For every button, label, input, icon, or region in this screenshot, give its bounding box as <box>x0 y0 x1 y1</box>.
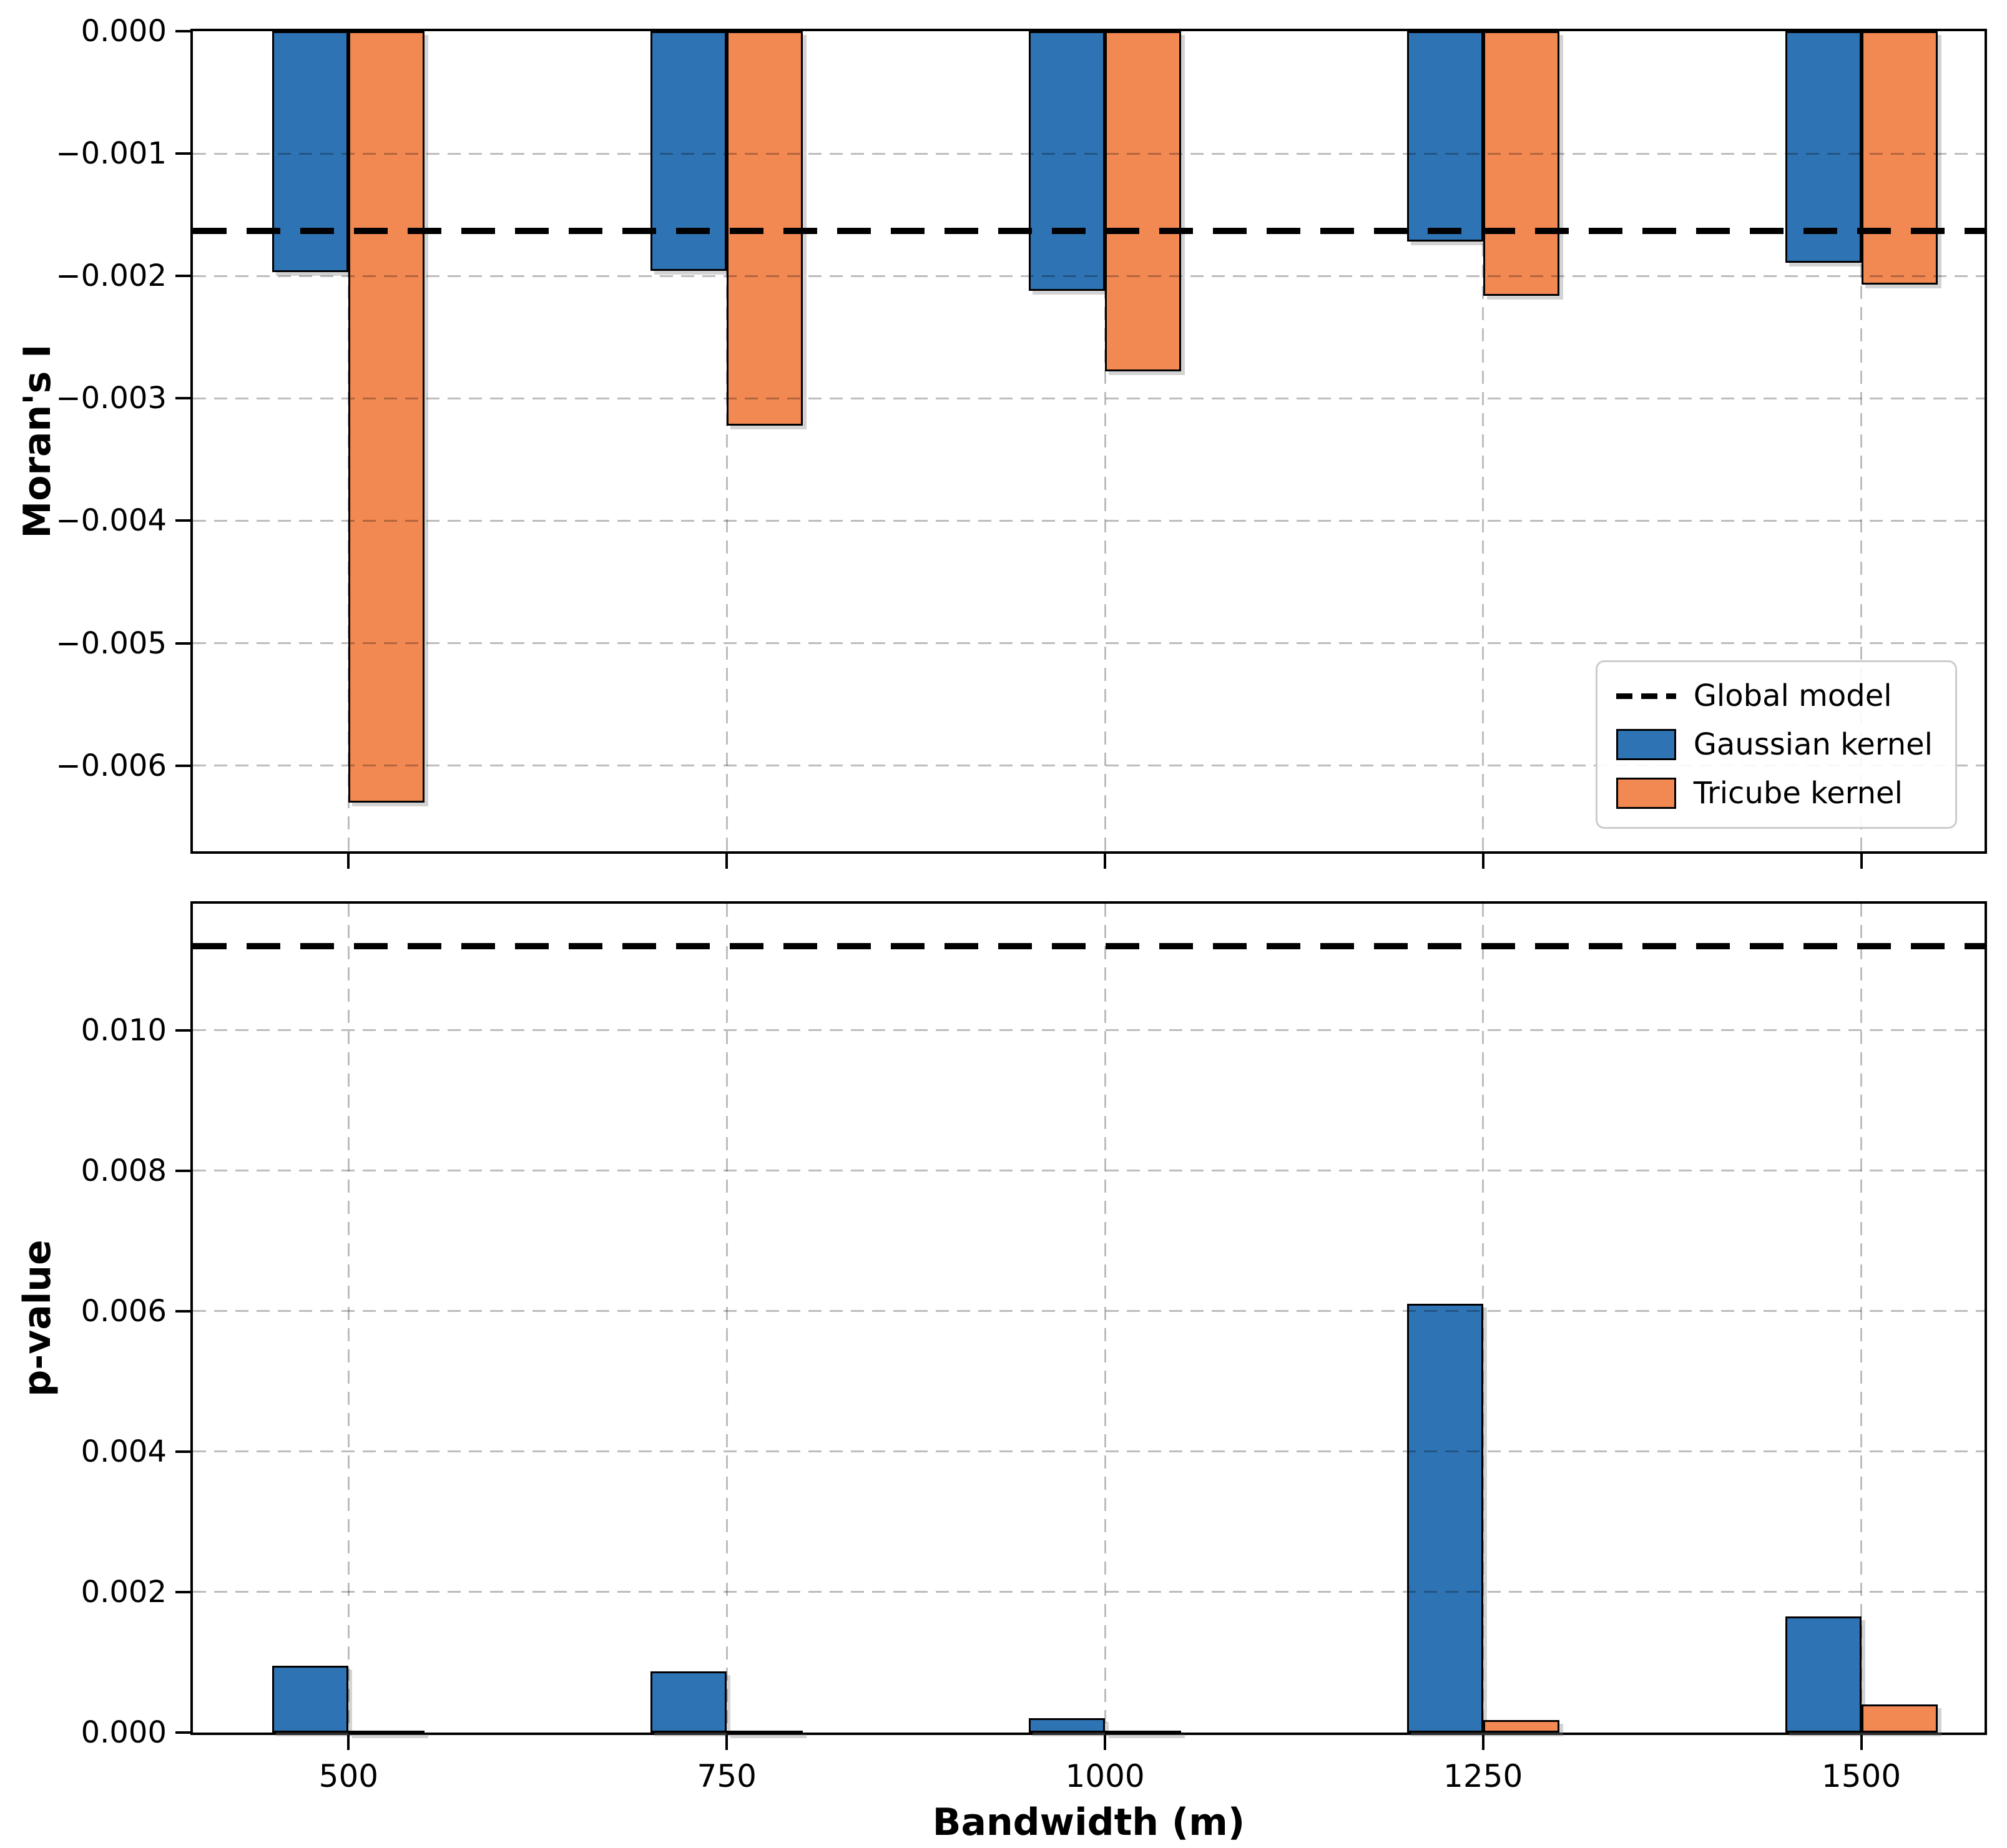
legend-item-global-model: Global model <box>1616 678 1933 713</box>
horizontal-gridline <box>193 642 1985 645</box>
bar-gaussian-1500 <box>1785 31 1862 263</box>
x-tick-label-1250: 1250 <box>1443 1758 1523 1794</box>
y-tick-label: −0.001 <box>56 136 167 172</box>
y-tick-mark <box>175 1169 190 1172</box>
y-tick-label: 0.010 <box>81 1012 167 1048</box>
x-tick-mark <box>1481 1735 1484 1750</box>
y-tick-mark <box>175 397 190 400</box>
horizontal-gridline <box>193 1029 1985 1032</box>
bar-gaussian-1250 <box>1406 1304 1483 1733</box>
horizontal-gridline <box>193 1591 1985 1593</box>
p-value-axes: 0.000 0.002 0.004 0.006 0.008 0.010 500 750 1000… <box>81 901 1987 1794</box>
x-axis-label-bandwidth: Bandwidth (m) <box>932 1801 1245 1844</box>
bar-gaussian-500 <box>272 31 349 273</box>
y-tick-mark <box>175 642 190 645</box>
gaussian-color-swatch-icon <box>1616 729 1676 760</box>
y-tick-label: 0.002 <box>81 1574 167 1610</box>
horizontal-gridline <box>193 1170 1985 1172</box>
dashed-line-swatch-icon <box>1616 693 1676 699</box>
global-model-reference-line <box>193 942 1985 949</box>
bar-tricube-1500 <box>1861 31 1938 285</box>
y-tick-label: 0.000 <box>81 14 167 49</box>
x-tick-mark <box>1104 1735 1107 1750</box>
vertical-gridline-500 <box>347 904 350 1733</box>
bar-tricube-1250 <box>1483 31 1559 296</box>
y-tick-label: −0.003 <box>56 381 167 416</box>
x-tick-mark <box>347 854 350 869</box>
legend-label: Gaussian kernel <box>1693 727 1933 762</box>
x-tick-mark <box>347 1735 350 1750</box>
horizontal-gridline <box>193 519 1985 522</box>
y-tick-mark <box>175 1450 190 1453</box>
horizontal-gridline <box>193 1310 1985 1313</box>
vertical-gridline-750 <box>725 904 728 1733</box>
horizontal-gridline <box>193 1450 1985 1453</box>
y-tick-mark <box>175 152 190 155</box>
y-tick-label: −0.005 <box>56 625 167 661</box>
morans-i-axes: Global model Gaussian kernel Tricube ker… <box>56 14 1987 869</box>
legend-item-tricube-kernel: Tricube kernel <box>1616 776 1933 811</box>
y-tick-mark <box>175 1731 190 1734</box>
x-tick-label-750: 750 <box>697 1758 757 1794</box>
bar-gaussian-1000 <box>1029 1718 1106 1733</box>
y-tick-mark <box>175 275 190 278</box>
x-tick-label-1500: 1500 <box>1821 1758 1901 1794</box>
y-tick-label: 0.006 <box>81 1293 167 1329</box>
legend-label: Tricube kernel <box>1693 776 1903 811</box>
bar-tricube-750 <box>727 1730 803 1734</box>
x-tick-label-500: 500 <box>318 1758 379 1794</box>
x-tick-mark <box>1860 854 1863 869</box>
bar-tricube-1000 <box>1105 31 1182 372</box>
bar-tricube-500 <box>348 31 425 803</box>
y-tick-mark <box>175 1029 190 1032</box>
y-tick-mark <box>175 1590 190 1593</box>
bar-gaussian-1500 <box>1785 1616 1862 1733</box>
y-tick-label: −0.004 <box>56 503 167 539</box>
bar-gaussian-1250 <box>1406 31 1483 242</box>
x-tick-mark <box>725 1735 729 1750</box>
vertical-gridline-1500 <box>1860 904 1863 1733</box>
x-tick-mark <box>725 854 729 869</box>
y-tick-mark <box>175 764 190 767</box>
y-axis-label-p-value: p-value <box>16 1239 59 1397</box>
x-tick-mark <box>1860 1735 1863 1750</box>
y-tick-mark <box>175 1309 190 1313</box>
legend: Global model Gaussian kernel Tricube ker… <box>1595 660 1957 829</box>
y-tick-mark <box>175 519 190 522</box>
y-tick-label: 0.004 <box>81 1434 167 1469</box>
y-tick-mark <box>175 30 190 32</box>
bar-tricube-1500 <box>1861 1704 1938 1733</box>
legend-item-gaussian-kernel: Gaussian kernel <box>1616 727 1933 762</box>
y-tick-label: 0.000 <box>81 1715 167 1750</box>
vertical-gridline-1000 <box>1104 904 1106 1733</box>
y-tick-label: 0.008 <box>81 1153 167 1188</box>
bar-tricube-750 <box>727 31 803 426</box>
horizontal-gridline <box>193 397 1985 399</box>
x-tick-mark <box>1481 854 1484 869</box>
bar-gaussian-1000 <box>1029 31 1106 291</box>
y-tick-label: −0.006 <box>56 748 167 783</box>
bar-tricube-500 <box>348 1730 425 1734</box>
x-tick-mark <box>1104 854 1107 869</box>
y-tick-label: −0.002 <box>56 258 167 294</box>
bar-tricube-1250 <box>1483 1719 1559 1733</box>
legend-label: Global model <box>1693 678 1892 713</box>
x-tick-label-1000: 1000 <box>1065 1758 1145 1794</box>
y-axis-label-morans-i: Moran's I <box>16 344 59 539</box>
bar-gaussian-500 <box>272 1666 349 1733</box>
tricube-color-swatch-icon <box>1616 778 1676 809</box>
bar-gaussian-750 <box>650 31 727 271</box>
bar-tricube-1000 <box>1105 1730 1182 1734</box>
bar-gaussian-750 <box>650 1671 727 1733</box>
